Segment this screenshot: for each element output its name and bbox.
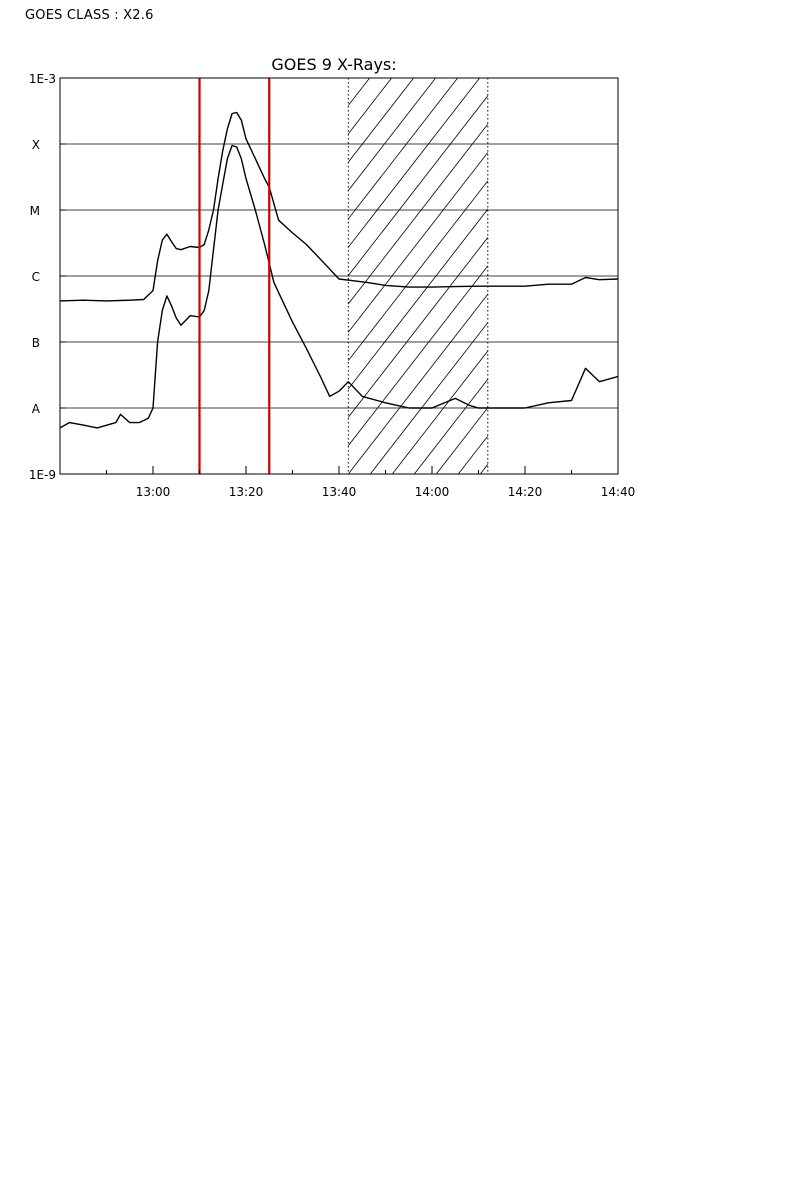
hatch-pattern xyxy=(0,76,488,474)
hatch-line xyxy=(348,78,415,163)
y-tick-label: M xyxy=(30,204,40,218)
x-tick-label: 14:40 xyxy=(601,485,636,499)
y-tick-label: B xyxy=(32,336,40,350)
hatch-line xyxy=(348,151,488,333)
y-tick-label: 1E-9 xyxy=(29,468,56,482)
x-axis: 13:00 13:20 13:40 14:00 14:20 14:40 xyxy=(106,466,636,499)
y-tick-label: C xyxy=(32,270,40,284)
hatch-line xyxy=(18,76,327,474)
hatch-line xyxy=(348,123,488,305)
hatch-line xyxy=(348,78,371,107)
hatch-line xyxy=(348,180,488,362)
chart-title: GOES 9 X-Rays: xyxy=(271,55,396,74)
hatch-line xyxy=(348,78,481,248)
y-tick-label: A xyxy=(32,402,41,416)
hatch-line xyxy=(479,463,488,474)
hatch-line xyxy=(348,265,488,447)
x-tick-label: 14:00 xyxy=(415,485,450,499)
hatch-line xyxy=(348,236,488,418)
hatch-line xyxy=(369,321,488,474)
x-tick-label: 14:20 xyxy=(508,485,543,499)
x-tick-label: 13:00 xyxy=(136,485,171,499)
y-tick-label: X xyxy=(32,138,40,152)
hatch-line xyxy=(40,76,349,474)
class-gridlines xyxy=(60,143,618,409)
x-tick-label: 13:20 xyxy=(229,485,264,499)
x-tick-label: 13:40 xyxy=(322,485,357,499)
goes-class-label: GOES CLASS : X2.6 xyxy=(25,8,154,23)
hatch-line xyxy=(348,78,393,135)
time-markers xyxy=(198,78,271,474)
hatch-line xyxy=(435,406,488,474)
hatch-lines xyxy=(0,76,488,474)
hatch-line xyxy=(0,76,283,474)
flux-series xyxy=(60,111,618,429)
hatch-line xyxy=(348,78,459,220)
series-line-2 xyxy=(60,144,618,429)
shaded-interval xyxy=(0,76,489,474)
hatch-line xyxy=(348,208,488,390)
series-line-1 xyxy=(60,111,618,302)
hatch-line xyxy=(391,350,488,474)
hatch-line xyxy=(457,435,488,474)
hatch-line xyxy=(348,78,437,192)
hatch-line xyxy=(413,378,488,474)
y-axis: 1E-9 A B C M X 1E-3 xyxy=(29,72,66,482)
y-tick-label: 1E-3 xyxy=(29,72,56,86)
hatch-line xyxy=(0,76,305,474)
series-group xyxy=(60,111,618,429)
hatch-line xyxy=(348,293,488,474)
